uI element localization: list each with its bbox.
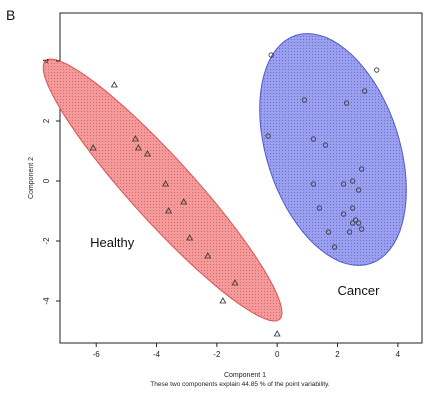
x-tick-label: 0 (275, 350, 280, 359)
healthy-point (273, 330, 281, 337)
cancer-point (343, 100, 350, 106)
healthy-point (180, 198, 188, 205)
group-labels: Healthy Cancer (90, 235, 380, 298)
x-tick-label: -6 (93, 350, 101, 359)
points-layer (89, 52, 380, 337)
cancer-point (268, 52, 274, 58)
cancer-point (331, 244, 338, 250)
cancer-point (340, 181, 347, 187)
cancer-point (265, 133, 271, 139)
x-axis-title: Component 1 (224, 372, 266, 379)
cancer-group-label: Cancer (338, 283, 381, 298)
healthy-point (144, 150, 151, 157)
cancer-point (350, 178, 356, 184)
y-tick-label: -4 (42, 297, 51, 305)
cancer-point (359, 166, 365, 172)
cancer-point (353, 217, 359, 223)
cancer-point (316, 205, 323, 211)
y-tick-label: -2 (42, 237, 51, 245)
cancer-point (356, 220, 362, 226)
y-tick-label: 4 (42, 58, 51, 63)
panel-label: B (6, 7, 15, 23)
x-tick-label: 4 (396, 350, 401, 359)
healthy-point (134, 144, 142, 151)
cancer-point (322, 142, 329, 148)
plot-frame (59, 12, 423, 344)
x-axis: -6 -4 -2 0 2 4 (93, 343, 401, 359)
x-tick-label: 2 (335, 350, 340, 359)
cancer-point (310, 181, 316, 187)
cancer-ellipse (259, 33, 407, 266)
healthy-point (165, 207, 173, 214)
healthy-point (162, 180, 170, 187)
y-axis-title: Component 2 (28, 157, 35, 199)
cancer-point (350, 205, 356, 211)
y-tick-label: 2 (42, 118, 51, 123)
healthy-point (231, 279, 239, 286)
cancer-point (325, 229, 332, 235)
cancer-point (356, 187, 362, 193)
ellipse-layer (42, 33, 407, 322)
cancer-point (301, 97, 307, 103)
healthy-point (89, 144, 97, 151)
y-axis: -4 -2 0 2 4 (42, 58, 60, 305)
x-tick-label: -4 (153, 350, 161, 359)
cancer-point (310, 136, 316, 142)
cancer-point (374, 67, 380, 73)
healthy-point (219, 297, 227, 304)
y-tick-label: 0 (42, 178, 51, 183)
cancer-point (359, 226, 365, 232)
figure-caption: These two components explain 44.85 % of … (150, 381, 330, 388)
healthy-group-label: Healthy (90, 235, 135, 250)
cancer-point (340, 211, 347, 217)
cancer-point (346, 229, 353, 235)
healthy-ellipse (42, 58, 283, 322)
healthy-point (110, 81, 118, 88)
healthy-point (204, 252, 212, 259)
x-tick-label: -2 (213, 350, 221, 359)
cancer-point (350, 220, 356, 226)
healthy-point (186, 234, 194, 241)
cancer-point (362, 88, 368, 94)
healthy-point (131, 135, 139, 142)
